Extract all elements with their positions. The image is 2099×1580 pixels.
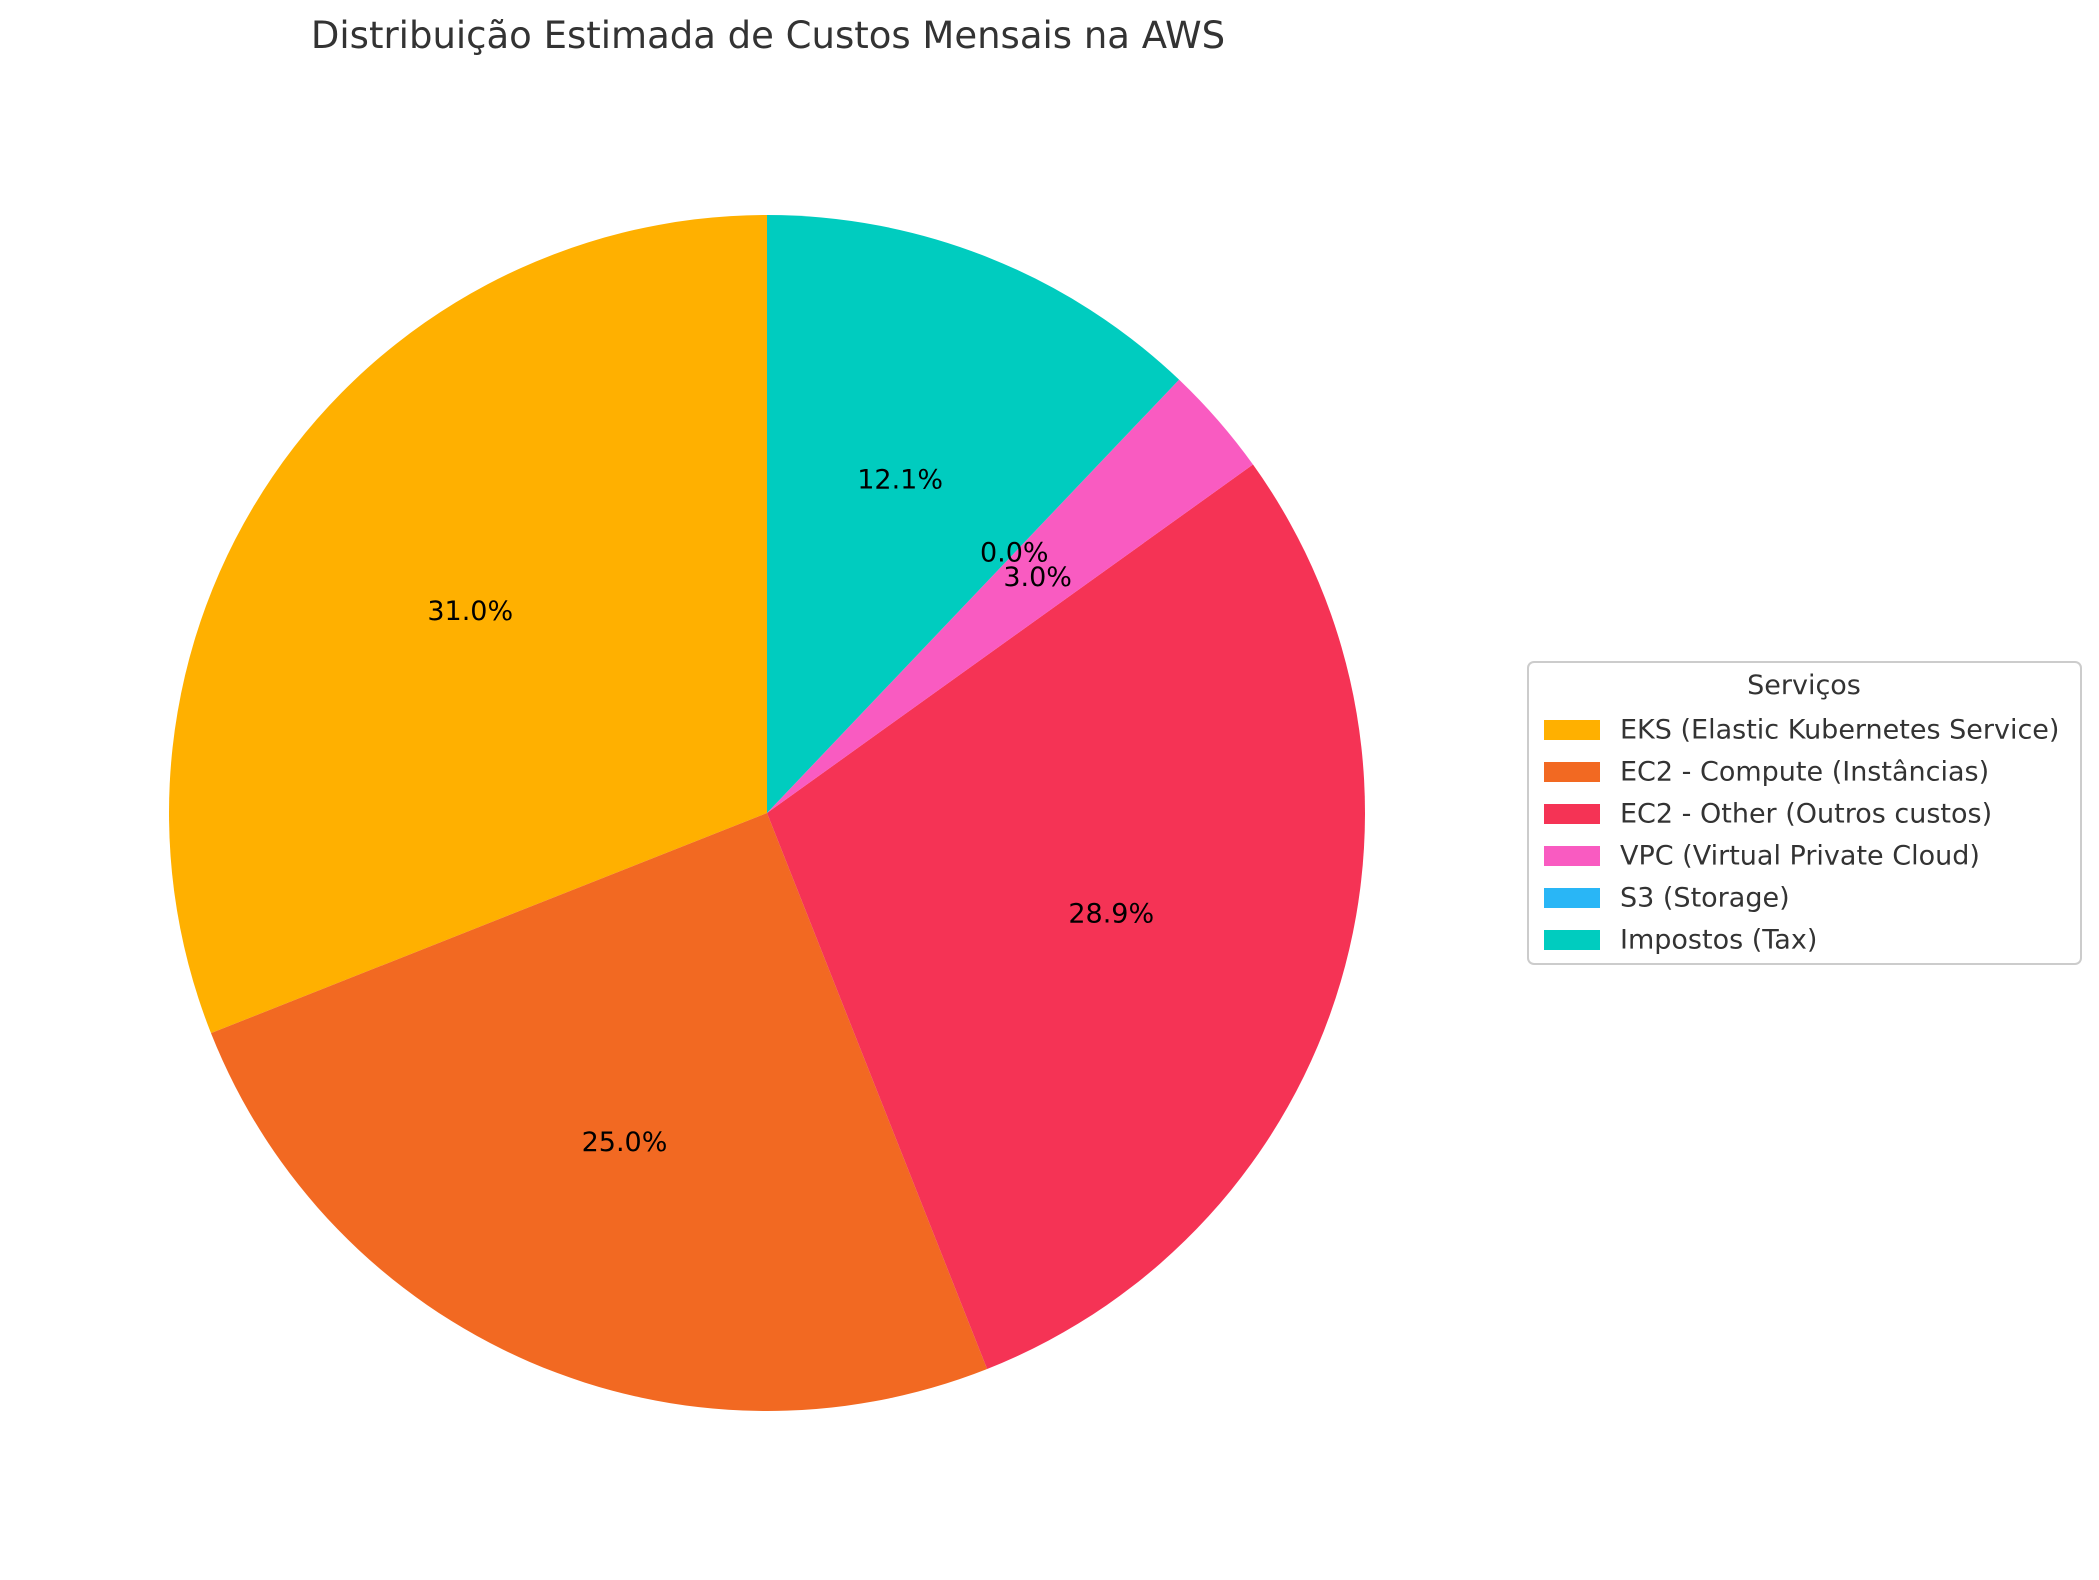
- slice-percent-label: 0.0%: [980, 537, 1049, 568]
- pie-slice: [168, 215, 767, 1034]
- legend-items: EKS (Elastic Kubernetes Service) EC2 - Co…: [1544, 715, 2059, 956]
- legend-label: S3 (Storage): [1620, 883, 1790, 914]
- legend-title: Serviços: [1747, 670, 1861, 701]
- pie-slice: [210, 813, 988, 1411]
- pie-slices: [168, 215, 1365, 1411]
- slice-percent-label: 31.0%: [427, 596, 513, 627]
- legend-swatch: [1544, 804, 1600, 824]
- chart-title: Distribuição Estimada de Custos Mensais …: [311, 14, 1225, 57]
- slice-percent-label: 12.1%: [857, 464, 943, 495]
- pie-slice: [767, 215, 1180, 813]
- pie-percent-labels: 31.0% 25.0% 28.9% 3.0%0.0% 12.1%: [427, 464, 1154, 1157]
- slice-percent-label: 25.0%: [582, 1127, 668, 1158]
- legend-swatch: [1544, 846, 1600, 866]
- legend-swatch: [1544, 930, 1600, 950]
- pie-slice: [767, 464, 1365, 1370]
- legend-swatch: [1544, 720, 1600, 740]
- pie-slice: [767, 379, 1253, 813]
- legend-frame: [1527, 661, 2082, 965]
- legend-label: VPC (Virtual Private Cloud): [1620, 841, 1980, 872]
- legend: Serviços EKS (Elastic Kubernetes Service…: [1527, 661, 2082, 965]
- legend-label: Impostos (Tax): [1620, 925, 1817, 956]
- legend-label: EC2 - Other (Outros custos): [1620, 799, 1992, 830]
- slice-percent-label: 28.9%: [1068, 899, 1154, 930]
- legend-swatch: [1544, 888, 1600, 908]
- legend-label: EKS (Elastic Kubernetes Service): [1620, 715, 2059, 746]
- slice-percent-label: 3.0%: [1003, 562, 1072, 593]
- legend-swatch: [1544, 762, 1600, 782]
- legend-label: EC2 - Compute (Instâncias): [1620, 757, 1989, 788]
